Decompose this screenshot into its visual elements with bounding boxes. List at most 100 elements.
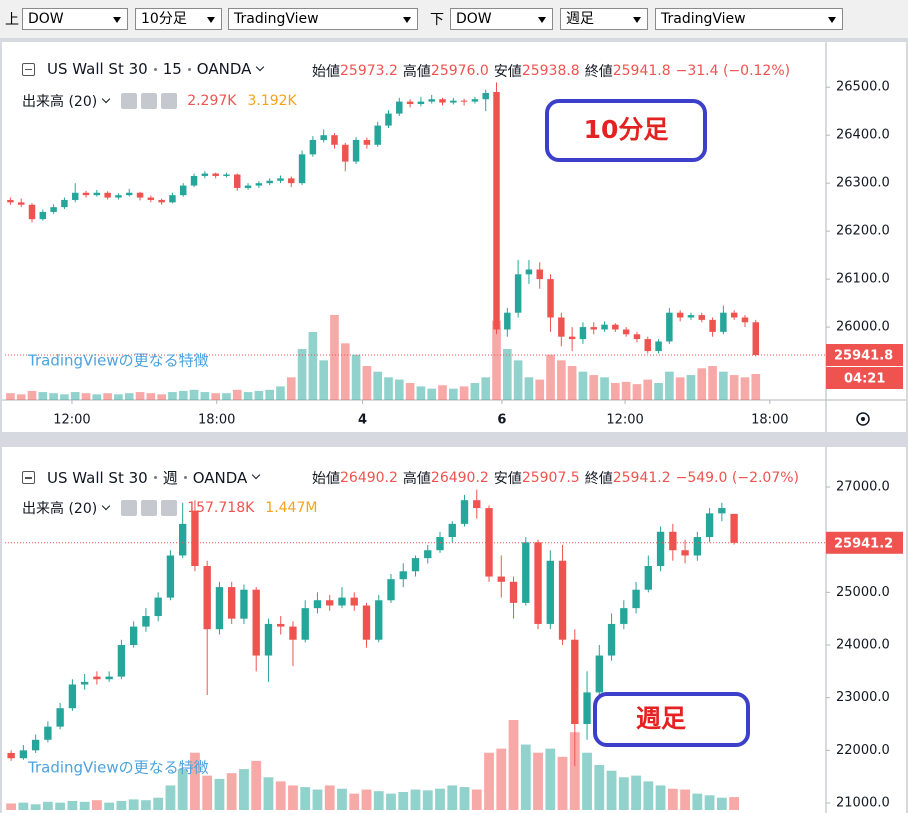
candle-body [493,92,500,330]
volume-bar [18,802,29,810]
candle-body [460,100,468,102]
chevron[interactable] [101,94,111,103]
volume-bar [459,386,469,400]
gear-icon[interactable] [141,93,158,109]
volume-label: 出来高 (20) [22,94,98,110]
volume-bar [103,393,112,400]
volume-bar [606,770,617,810]
candle-body [31,739,40,751]
source-select[interactable]: TradingView [655,8,843,30]
candle-body [656,531,665,567]
arrow [403,17,411,23]
exchange: OANDA [192,468,248,487]
volume-bar [330,315,339,400]
volume-row: 出来高 (20) 157.718K 1.447M [22,498,317,518]
volume-bar [340,343,350,400]
volume-bar [319,360,328,400]
plot [6,489,739,810]
volume-bar [92,394,102,400]
symbol: US Wall St 30 [47,468,148,487]
sep [183,476,187,479]
candle-body [142,616,150,627]
collapse-icon[interactable] [22,62,35,76]
candle-body [277,178,284,181]
candle-body [19,750,28,759]
eye-icon[interactable] [121,500,138,516]
symbol-select[interactable]: DOW [450,8,553,30]
volume-bar [263,777,274,810]
candle-body [411,558,420,572]
volume-bar [141,800,151,810]
select-text: DOW [28,11,64,27]
change: −549.0 (−2.07%) [675,470,800,486]
candle-body [277,623,285,627]
symbol-select[interactable]: DOW [22,8,128,30]
candle-body [428,99,435,102]
symbol-row: US Wall St 30 週 OANDA [22,467,265,488]
candle-body [612,324,619,330]
interval-select[interactable]: 週足 [560,8,648,30]
candle-body [669,531,677,551]
eye-icon[interactable] [121,93,138,109]
volume-bar [60,394,69,400]
chevron[interactable] [256,62,265,71]
volume-bar [582,752,592,810]
interval: 週 [162,469,178,487]
candle-body [547,279,554,318]
candle-body [522,542,530,603]
close-icon[interactable] [161,500,178,516]
interval-select[interactable]: 10分足 [135,8,222,30]
gear-icon[interactable] [141,500,158,516]
volume-bar [49,393,58,400]
candle-body [288,178,295,184]
plot [6,82,761,400]
chevron[interactable] [101,501,111,510]
volume-bar [30,804,41,810]
volume-bar [6,393,15,400]
source-select[interactable]: TradingView [228,8,418,30]
sep [153,476,157,479]
volume-bar [655,785,666,810]
volume-ma: 1.447M [265,500,318,516]
candle-body [298,154,306,184]
y-tick-label: 27000.0 [836,480,890,495]
volume-bar [665,371,674,400]
candle-body [136,192,144,198]
candle-body [244,185,252,188]
volume-bar [508,720,519,810]
upper-label: 上 [5,12,19,28]
volume-bar [222,393,231,400]
volume-bar [398,792,409,810]
candle-body [439,99,446,103]
chevron[interactable] [252,470,261,480]
watermark[interactable]: TradingViewの更なる特徴 [27,759,209,777]
y-tick-label: 23000.0 [836,690,890,705]
candle-body [117,645,126,677]
collapse-icon[interactable] [22,471,35,484]
volume-bar [578,371,588,400]
volume-bar [719,371,728,400]
candle-body [482,92,489,100]
x-tick-label: 4 [358,413,367,428]
value: 25976.0 [430,63,489,79]
volume-bar [157,394,166,400]
volume-bar [124,393,134,400]
settings-icon-center [861,417,865,421]
candle-body [166,555,175,598]
volume-bar [70,392,80,400]
price-tag [826,531,903,554]
volume-bar [697,368,707,400]
candle-body [201,173,209,176]
close-icon[interactable] [161,93,178,109]
select-text: TradingView [234,11,319,27]
annotation: 10分足 [584,115,669,144]
volume-bar [351,354,361,400]
volume-bar [545,748,556,810]
watermark[interactable]: TradingViewの更なる特徴 [27,352,209,370]
candle-body [71,192,79,200]
settings-icon[interactable] [856,412,870,426]
candle-body [255,183,263,186]
candle-body [80,681,89,685]
axes: 25900.026000.026100.026200.026300.026400… [5,80,903,810]
